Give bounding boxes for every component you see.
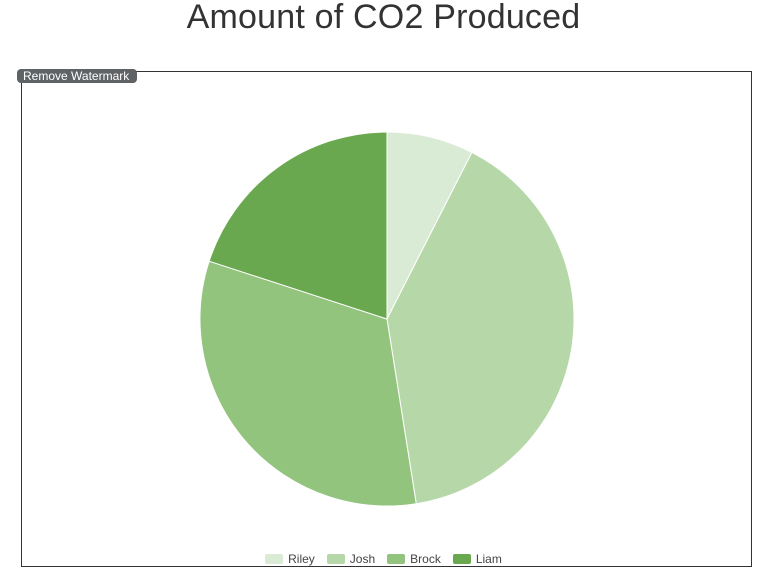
legend-swatch xyxy=(326,554,345,564)
page-title: Amount of CO2 Produced xyxy=(186,0,581,36)
legend-swatch xyxy=(452,554,471,564)
legend-swatch xyxy=(265,554,284,564)
pie-slice-brock[interactable] xyxy=(199,260,417,507)
legend-label: Brock xyxy=(410,552,441,566)
legend-item-liam[interactable]: Liam xyxy=(452,551,502,567)
pie-slice-josh[interactable] xyxy=(386,151,575,505)
pie-slice-liam[interactable] xyxy=(208,131,388,320)
legend-swatch xyxy=(387,554,406,564)
legend-item-josh[interactable]: Josh xyxy=(326,551,376,567)
remove-watermark-button[interactable]: Remove Watermark xyxy=(17,69,138,83)
legend-label: Riley xyxy=(288,552,315,566)
legend-label: Josh xyxy=(349,552,376,566)
legend-item-riley[interactable]: Riley xyxy=(265,551,315,567)
legend-item-brock[interactable]: Brock xyxy=(387,551,441,567)
legend: Riley Josh Brock Liam xyxy=(0,551,767,567)
legend-label: Liam xyxy=(475,552,502,566)
pie-slices xyxy=(199,131,575,507)
